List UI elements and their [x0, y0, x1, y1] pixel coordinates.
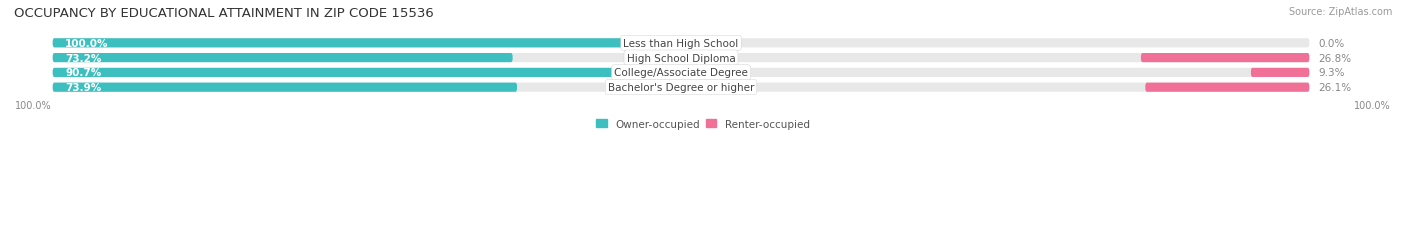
Text: 100.0%: 100.0% [15, 100, 52, 110]
Text: Source: ZipAtlas.com: Source: ZipAtlas.com [1288, 7, 1392, 17]
Text: 100.0%: 100.0% [1354, 100, 1391, 110]
Text: Less than High School: Less than High School [623, 39, 738, 49]
FancyBboxPatch shape [1140, 54, 1309, 63]
Text: 0.0%: 0.0% [1319, 39, 1346, 49]
FancyBboxPatch shape [52, 54, 513, 63]
Text: 90.7%: 90.7% [65, 68, 101, 78]
Text: 73.2%: 73.2% [65, 53, 101, 63]
FancyBboxPatch shape [52, 83, 1309, 92]
Text: College/Associate Degree: College/Associate Degree [614, 68, 748, 78]
FancyBboxPatch shape [52, 69, 623, 78]
FancyBboxPatch shape [52, 39, 681, 48]
Text: OCCUPANCY BY EDUCATIONAL ATTAINMENT IN ZIP CODE 15536: OCCUPANCY BY EDUCATIONAL ATTAINMENT IN Z… [14, 7, 434, 20]
Text: 100.0%: 100.0% [65, 39, 108, 49]
FancyBboxPatch shape [52, 39, 1309, 48]
Text: 26.8%: 26.8% [1319, 53, 1353, 63]
Text: High School Diploma: High School Diploma [627, 53, 735, 63]
FancyBboxPatch shape [52, 69, 1309, 78]
Text: 26.1%: 26.1% [1319, 83, 1353, 93]
FancyBboxPatch shape [1146, 83, 1309, 92]
FancyBboxPatch shape [1251, 69, 1309, 78]
Text: 9.3%: 9.3% [1319, 68, 1346, 78]
Text: 73.9%: 73.9% [65, 83, 101, 93]
Text: Bachelor's Degree or higher: Bachelor's Degree or higher [607, 83, 754, 93]
FancyBboxPatch shape [52, 83, 517, 92]
FancyBboxPatch shape [52, 54, 1309, 63]
Legend: Owner-occupied, Renter-occupied: Owner-occupied, Renter-occupied [592, 115, 814, 133]
